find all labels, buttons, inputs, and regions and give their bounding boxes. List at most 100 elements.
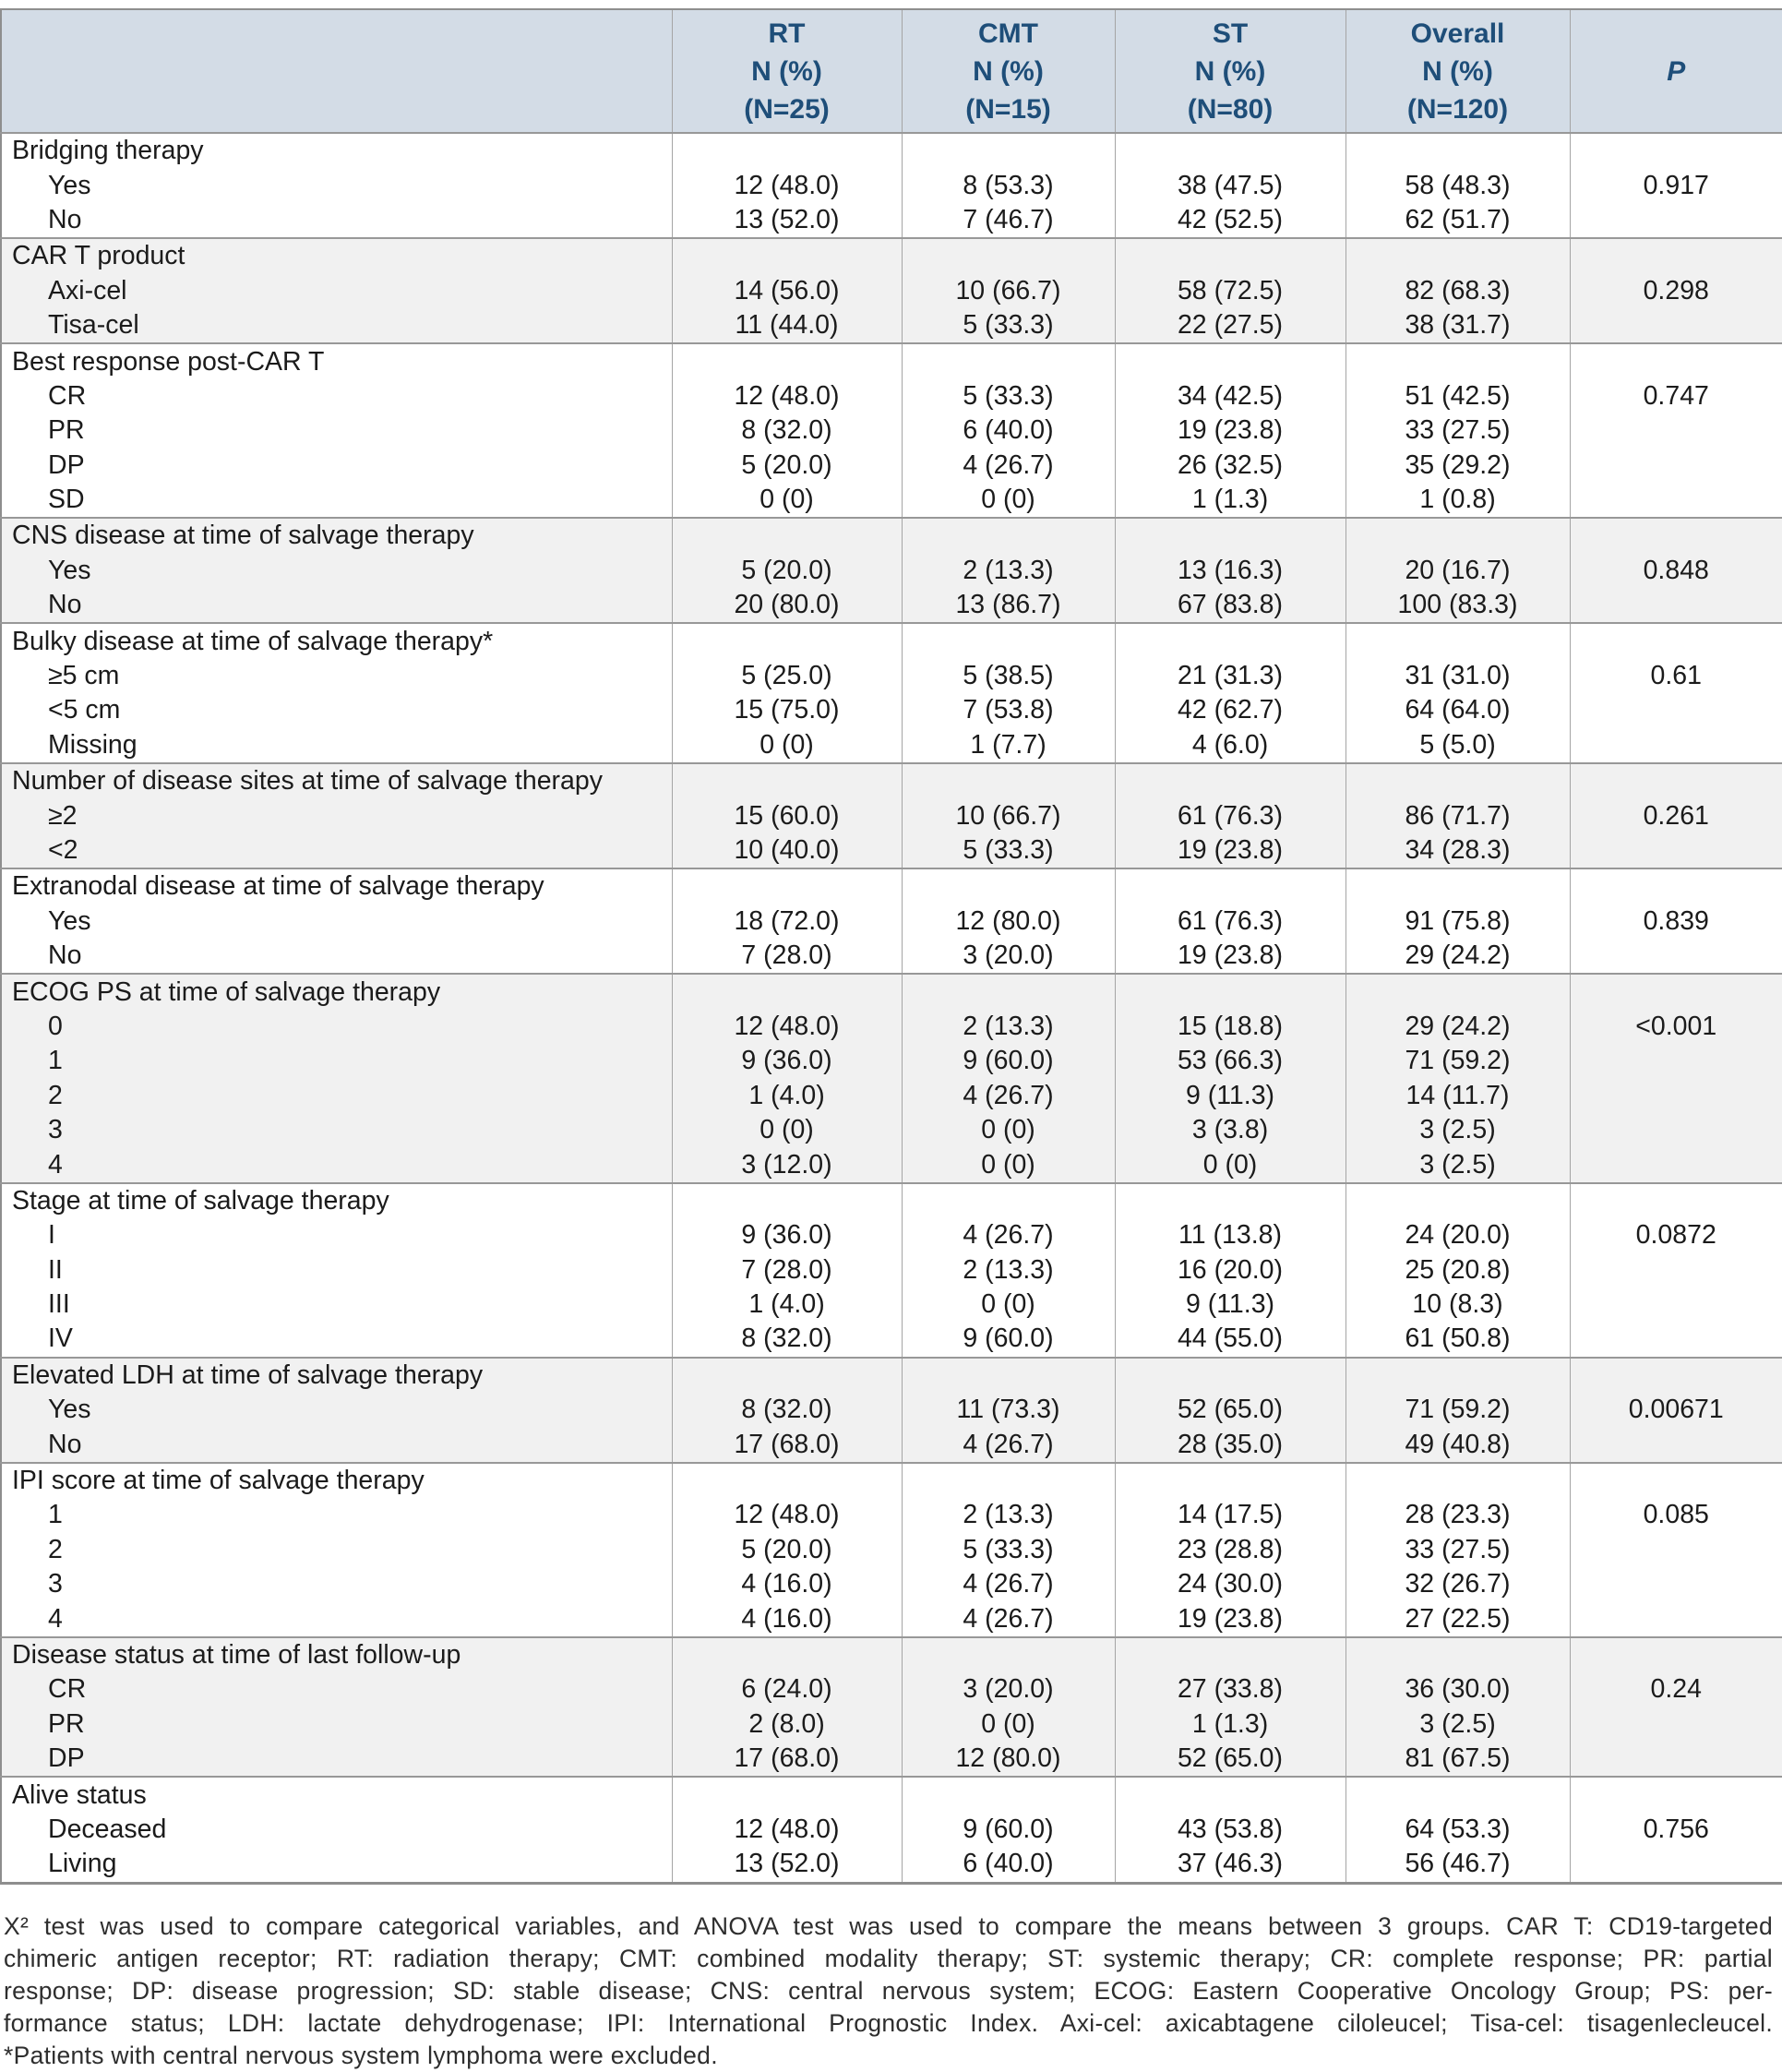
section-label: Bridging therapy — [1, 133, 672, 168]
value-cell: 18 (72.0) — [672, 904, 902, 939]
value-cell: 25 (20.8) — [1345, 1253, 1570, 1288]
value-cell: 19 (23.8) — [1115, 833, 1345, 868]
value-cell: 6 (40.0) — [902, 413, 1115, 448]
value-cell: 4 (26.7) — [902, 1427, 1115, 1462]
value-cell: 10 (40.0) — [672, 833, 902, 868]
value-cell: 9 (60.0) — [902, 1322, 1115, 1357]
value-cell: 13 (16.3) — [1115, 554, 1345, 588]
value-cell: 31 (31.0) — [1345, 659, 1570, 693]
section-header-row: Alive status — [1, 1777, 1782, 1812]
header-line: N (%) — [1346, 53, 1570, 90]
value-cell: 8 (32.0) — [672, 1393, 902, 1427]
empty-cell — [1570, 1533, 1782, 1567]
empty-cell — [1115, 1463, 1345, 1498]
value-cell: 19 (23.8) — [1115, 413, 1345, 448]
value-cell: 16 (20.0) — [1115, 1253, 1345, 1288]
empty-cell — [1115, 1358, 1345, 1393]
value-cell: 1 (1.3) — [1115, 483, 1345, 518]
row-label: ≥2 — [1, 798, 672, 832]
empty-cell — [1570, 1847, 1782, 1883]
value-cell: 14 (11.7) — [1345, 1079, 1570, 1113]
value-cell: 8 (32.0) — [672, 413, 902, 448]
empty-cell — [1570, 1427, 1782, 1462]
value-cell: 20 (80.0) — [672, 588, 902, 623]
value-cell: 12 (80.0) — [902, 904, 1115, 939]
p-value-cell: 0.756 — [1570, 1813, 1782, 1847]
empty-cell — [1570, 1567, 1782, 1601]
value-cell: 0 (0) — [902, 483, 1115, 518]
value-cell: 10 (66.7) — [902, 798, 1115, 832]
empty-cell — [1345, 133, 1570, 168]
section-header-row: CAR T product — [1, 238, 1782, 273]
section-label: Elevated LDH at time of salvage therapy — [1, 1358, 672, 1393]
row-label: 3 — [1, 1567, 672, 1601]
value-cell: 86 (71.7) — [1345, 798, 1570, 832]
empty-cell — [1115, 623, 1345, 658]
value-cell: 0 (0) — [672, 1113, 902, 1147]
section-header-row: Disease status at time of last follow-up — [1, 1637, 1782, 1672]
empty-cell — [1570, 833, 1782, 868]
value-cell: 10 (66.7) — [902, 274, 1115, 308]
header-line: (N=80) — [1116, 90, 1345, 128]
row-label: 3 — [1, 1113, 672, 1147]
header-col-p: P — [1570, 9, 1782, 133]
row-label: Yes — [1, 904, 672, 939]
value-cell: 53 (66.3) — [1115, 1044, 1345, 1078]
footnote-line: *Patients with central nervous system ly… — [4, 2040, 1773, 2072]
value-cell: 2 (13.3) — [902, 554, 1115, 588]
p-value-cell: <0.001 — [1570, 1010, 1782, 1044]
row-label: <5 cm — [1, 693, 672, 727]
empty-cell — [672, 238, 902, 273]
empty-cell — [672, 1463, 902, 1498]
empty-cell — [1570, 308, 1782, 343]
value-cell: 4 (16.0) — [672, 1567, 902, 1601]
value-cell: 3 (2.5) — [1345, 1707, 1570, 1742]
value-cell: 4 (6.0) — [1115, 728, 1345, 763]
row-label: 2 — [1, 1079, 672, 1113]
empty-cell — [1570, 588, 1782, 623]
empty-cell — [1570, 518, 1782, 553]
row-label: DP — [1, 1742, 672, 1777]
empty-cell — [1345, 623, 1570, 658]
value-cell: 1 (4.0) — [672, 1079, 902, 1113]
p-value-cell: 0.085 — [1570, 1498, 1782, 1532]
row-label: Yes — [1, 554, 672, 588]
empty-cell — [1115, 1183, 1345, 1218]
p-value-cell: 0.917 — [1570, 168, 1782, 202]
row-label: ≥5 cm — [1, 659, 672, 693]
empty-cell — [902, 974, 1115, 1009]
empty-cell — [1345, 238, 1570, 273]
empty-cell — [1345, 518, 1570, 553]
empty-cell — [902, 133, 1115, 168]
value-cell: 35 (29.2) — [1345, 449, 1570, 483]
value-cell: 26 (32.5) — [1115, 449, 1345, 483]
value-cell: 4 (16.0) — [672, 1601, 902, 1636]
value-cell: 6 (40.0) — [902, 1847, 1115, 1883]
row-label: 4 — [1, 1147, 672, 1182]
value-cell: 0 (0) — [902, 1288, 1115, 1322]
value-cell: 14 (56.0) — [672, 274, 902, 308]
value-cell: 17 (68.0) — [672, 1742, 902, 1777]
header-col-rt: RT N (%) (N=25) — [672, 9, 902, 133]
value-cell: 12 (48.0) — [672, 1813, 902, 1847]
section-header-row: Stage at time of salvage therapy — [1, 1183, 1782, 1218]
header-line: N (%) — [903, 53, 1115, 90]
value-cell: 9 (60.0) — [902, 1813, 1115, 1847]
empty-cell — [1570, 1358, 1782, 1393]
empty-cell — [902, 868, 1115, 904]
empty-cell — [1570, 1113, 1782, 1147]
value-cell: 2 (13.3) — [902, 1498, 1115, 1532]
value-cell: 15 (60.0) — [672, 798, 902, 832]
value-cell: 42 (62.7) — [1115, 693, 1345, 727]
value-cell: 7 (53.8) — [902, 693, 1115, 727]
value-cell: 56 (46.7) — [1345, 1847, 1570, 1883]
